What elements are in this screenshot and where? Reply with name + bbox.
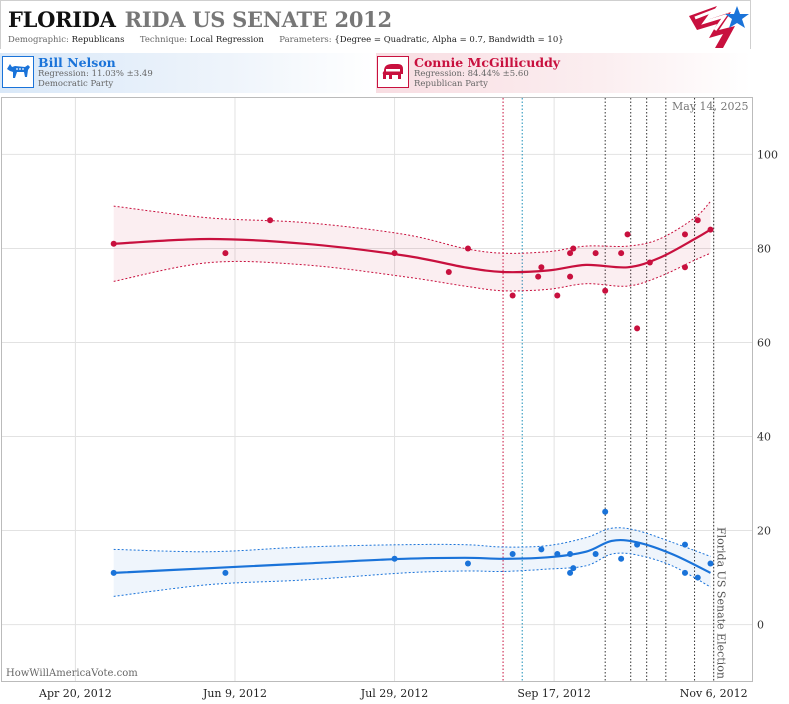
dem-party-text: Democratic Party	[38, 79, 114, 89]
rep-trend-line	[113, 228, 712, 274]
y-tick-label: 0	[757, 619, 764, 632]
dem-poll-point	[110, 569, 117, 576]
rep-poll-point	[445, 268, 452, 275]
page-title: FLORIDA RIDA US SENATE 2012	[8, 7, 392, 32]
election-label: Florida US Senate Election	[715, 527, 728, 679]
elephant-icon	[377, 56, 409, 88]
y-tick-label: 100	[757, 148, 778, 161]
dem-poll-point	[602, 508, 609, 515]
dem-poll-point	[538, 546, 545, 553]
race-name: RIDA US SENATE 2012	[124, 7, 392, 32]
dem-poll-point	[554, 551, 561, 558]
rep-poll-point	[707, 226, 714, 233]
y-tick-label: 60	[757, 336, 771, 349]
rep-poll-point	[592, 250, 599, 257]
dem-poll-point	[694, 574, 701, 581]
rep-poll-point	[509, 292, 516, 299]
rep-poll-point	[538, 264, 545, 271]
chart-header: FLORIDA RIDA US SENATE 2012 Demographic:…	[0, 0, 751, 49]
dem-poll-point	[567, 551, 574, 558]
state-name: FLORIDA	[8, 7, 116, 32]
parameters-value: {Degree = Quadratic, Alpha = 0.7, Bandwi…	[334, 35, 564, 45]
dem-candidate-panel	[0, 53, 376, 93]
rep-poll-point	[618, 250, 625, 257]
demographic-value: Republicans	[71, 35, 125, 45]
rep-poll-point	[646, 259, 653, 266]
star-stripes-logo-icon	[689, 6, 749, 48]
technique-value: Local Regression	[189, 35, 264, 45]
dem-poll-point	[707, 560, 714, 567]
x-tick-label: Apr 20, 2012	[38, 687, 112, 700]
rep-poll-point	[535, 273, 542, 280]
dem-band-upper	[113, 527, 711, 557]
rep-poll-point	[681, 231, 688, 238]
technique-label: Technique:	[139, 35, 188, 45]
plot-area-border	[1, 97, 753, 682]
dem-poll-point	[509, 551, 516, 558]
dem-confidence-band	[113, 527, 711, 597]
rep-poll-point	[267, 217, 274, 224]
rep-poll-point	[681, 264, 688, 271]
x-tick-label: Sep 17, 2012	[517, 687, 591, 700]
dem-poll-point	[567, 569, 574, 576]
rep-poll-point	[464, 245, 471, 252]
rep-candidate-name: Connie McGillicuddy	[414, 55, 561, 70]
dem-regression-text: Regression: 11.03% ±3.49	[38, 69, 153, 79]
dem-poll-point	[634, 541, 641, 548]
watermark: HowWillAmericaVote.com	[6, 668, 138, 679]
parameters-label: Parameters:	[279, 35, 332, 45]
dem-poll-point	[570, 565, 577, 572]
x-tick-label: Jul 29, 2012	[360, 687, 429, 700]
dem-candidate-name: Bill Nelson	[38, 55, 116, 70]
rep-poll-point	[624, 231, 631, 238]
dem-poll-point	[618, 555, 625, 562]
candidate-bar: Bill Nelson Regression: 11.03% ±3.49 Dem…	[0, 53, 751, 93]
demographic-label: Demographic:	[8, 35, 69, 45]
dem-band-lower	[113, 552, 711, 597]
dem-poll-point	[681, 541, 688, 548]
rep-poll-point	[110, 240, 117, 247]
dem-poll-point	[681, 569, 688, 576]
donkey-icon	[2, 56, 34, 88]
dem-poll-point	[464, 560, 471, 567]
rep-poll-point	[694, 217, 701, 224]
rep-poll-point	[567, 250, 574, 257]
dem-poll-point	[592, 551, 599, 558]
y-tick-label: 40	[757, 431, 771, 444]
rep-poll-point	[554, 292, 561, 299]
rep-poll-point	[634, 325, 641, 332]
rep-party-text: Republican Party	[414, 79, 488, 89]
dem-poll-point	[222, 569, 229, 576]
rep-poll-point	[602, 287, 609, 294]
rep-candidate-panel	[376, 53, 751, 93]
dem-poll-point	[391, 555, 398, 562]
date-stamp: May 14, 2025	[672, 100, 749, 113]
y-tick-label: 20	[757, 525, 771, 538]
rep-poll-point	[567, 273, 574, 280]
y-tick-label: 80	[757, 242, 771, 255]
rep-poll-point	[391, 250, 398, 257]
x-tick-label: Nov 6, 2012	[680, 687, 748, 700]
rep-regression-text: Regression: 84.44% ±5.60	[414, 69, 529, 79]
rep-poll-point	[570, 245, 577, 252]
chart-parameters: Demographic: Republicans Technique: Loca…	[8, 35, 564, 45]
rep-poll-point	[222, 250, 229, 257]
x-tick-label: Jun 9, 2012	[202, 687, 267, 700]
